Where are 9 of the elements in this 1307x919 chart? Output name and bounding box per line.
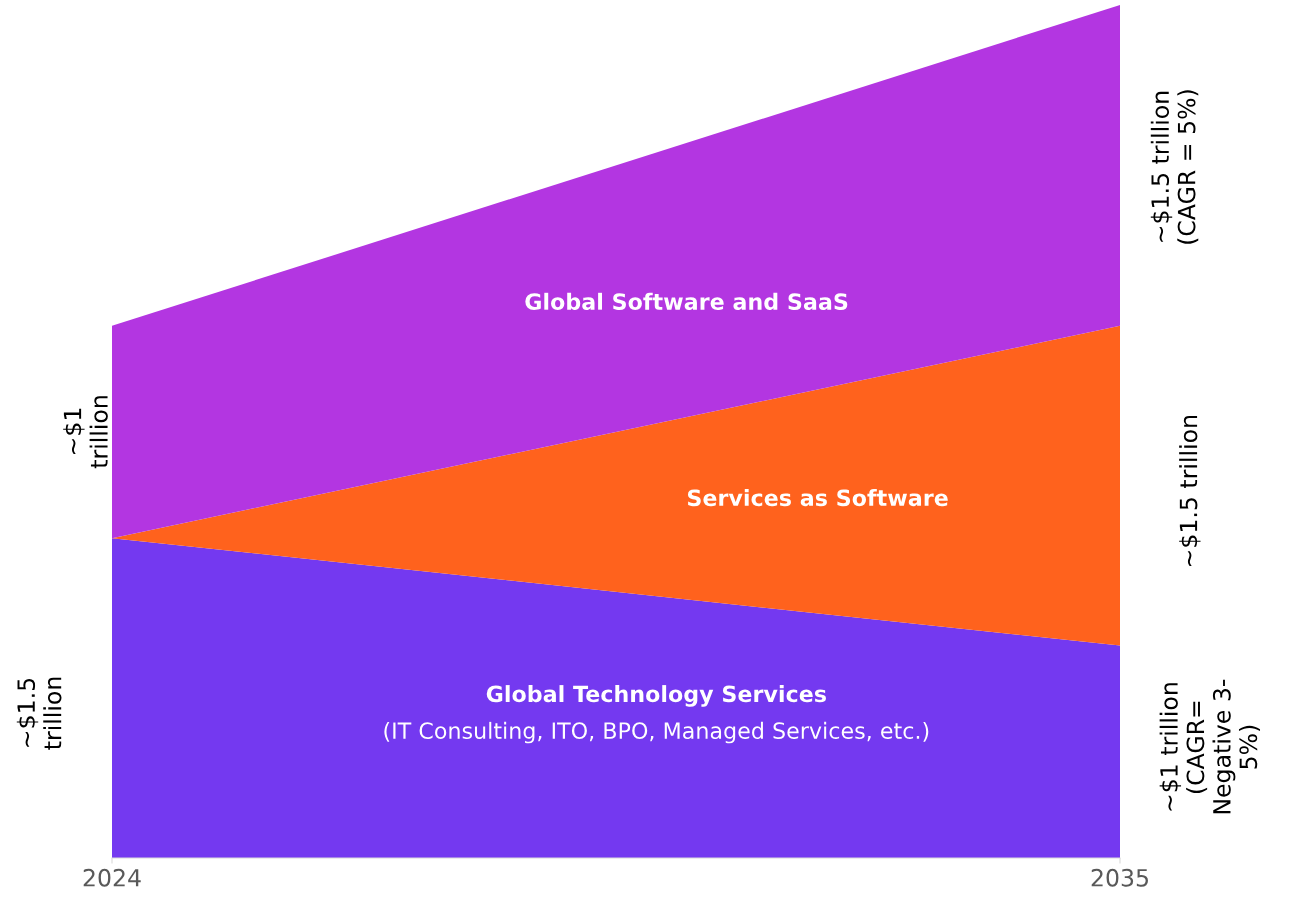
text: ~$1 trillion (CAGR= Negative 3- 5%) <box>1159 679 1261 814</box>
text: ~$1.5 trillion <box>1179 415 1201 566</box>
series-label: Services as Software <box>687 488 948 507</box>
text: ~$1.5 trillion <box>16 677 62 750</box>
x-tick-label: 2024 <box>83 868 141 887</box>
text: ~$1.5 trillion (CAGR = 5%) <box>1150 90 1199 244</box>
x-tick-label: 2035 <box>1091 868 1148 887</box>
text: ~$1 trillion <box>63 396 108 469</box>
series-label: Global Software and SaaS <box>525 292 848 310</box>
